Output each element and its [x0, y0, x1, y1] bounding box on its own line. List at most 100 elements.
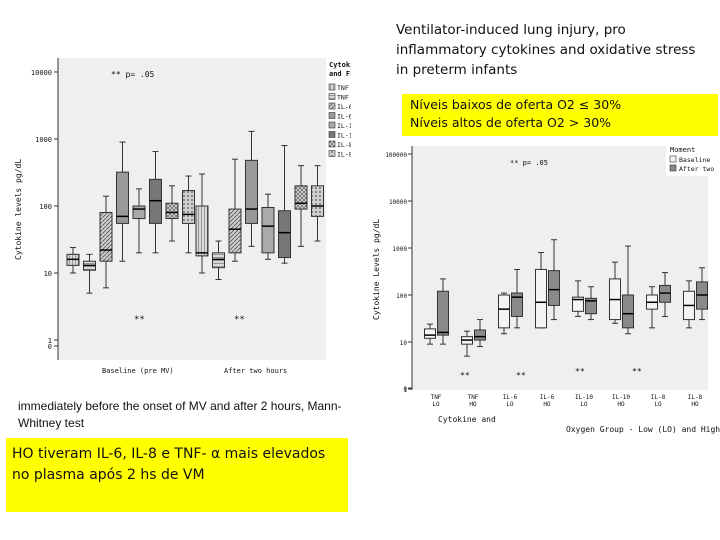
left-legend-swatch	[328, 121, 336, 129]
right-box	[548, 239, 560, 321]
right-box-body	[474, 329, 486, 341]
left-group-label-baseline: Baseline (pre MV)	[102, 367, 174, 375]
right-box	[511, 268, 523, 329]
right-category-label: IL-10	[612, 394, 630, 401]
right-boxplot-chart: 01 10 100 1000 10000 100000 ** p= .05 ** ** *…	[370, 140, 720, 440]
right-plot-area	[412, 146, 708, 390]
left-box-body	[261, 206, 275, 254]
right-y-tick-label: 100	[396, 293, 407, 300]
right-box-body	[498, 294, 510, 329]
finding-text: HO tiveram IL-6, IL-8 e TNF- α mais elev…	[12, 446, 326, 483]
left-y-tick-label: 1	[48, 337, 52, 345]
left-box-body	[132, 205, 146, 220]
right-significance-2: **	[516, 371, 526, 380]
left-box-body	[165, 202, 179, 220]
left-box	[99, 195, 113, 289]
right-category-label: HO	[617, 401, 625, 408]
right-category-label: HO	[469, 401, 477, 408]
left-box	[116, 141, 129, 262]
right-significance-3: **	[575, 367, 585, 376]
left-box	[132, 188, 146, 254]
right-box	[585, 286, 597, 321]
left-box	[212, 240, 225, 280]
high-oxygen-level-text: Níveis altos de oferta O2 > 30%	[410, 115, 612, 130]
left-box-body	[294, 185, 308, 210]
right-y-axis-label: Cytokine Levels pg/dL	[372, 219, 381, 320]
left-legend-swatch	[328, 83, 336, 91]
right-y-axis: 01 10 100 1000 10000 100000	[385, 146, 413, 394]
left-box	[261, 193, 275, 260]
right-category-label: TNF	[431, 394, 442, 401]
left-legend-swatch	[328, 112, 336, 119]
left-y-tick-label: 0	[48, 343, 52, 351]
left-legend-swatch	[328, 102, 336, 110]
right-box	[609, 261, 621, 324]
right-y-tick-label: 10000	[389, 199, 407, 206]
left-boxplot-chart: 01 10 100 1000 10000 ** p= .05 ** ** Cytokin…	[6, 50, 351, 380]
left-box	[278, 144, 291, 264]
left-box	[182, 175, 195, 254]
left-significance-2: **	[234, 315, 245, 325]
right-significance-1: **	[460, 371, 470, 380]
right-x-axis-label: Cytokine and Oxygen Group - Low (LO) and…	[438, 415, 720, 434]
left-legend-label: IL-10 HO	[337, 132, 351, 140]
right-category-label: LO	[580, 401, 588, 408]
right-y-tick-label: 10	[400, 340, 408, 347]
left-legend-label: IL-10 LO	[337, 122, 351, 130]
right-boxes	[424, 239, 708, 357]
right-box	[572, 280, 584, 317]
right-legend-label: After two	[679, 165, 714, 173]
left-box-body	[245, 159, 258, 224]
right-category-label: HO	[691, 401, 699, 408]
low-oxygen-level-text: Níveis baixos de oferta O2 ≤ 30%	[410, 97, 622, 112]
left-y-tick-label: 100	[39, 203, 52, 211]
right-box-body	[437, 290, 449, 336]
left-box	[294, 165, 308, 247]
left-legend-swatch	[328, 150, 336, 157]
right-category-label: IL-10	[575, 394, 593, 401]
right-box-body	[424, 328, 436, 339]
right-y-tick-label: 0	[403, 386, 407, 393]
right-box	[424, 323, 436, 345]
left-legend-label: IL-6 LO	[337, 103, 351, 111]
left-box	[228, 158, 242, 262]
left-significance-1: **	[134, 315, 145, 325]
right-category-label: LO	[506, 401, 514, 408]
right-category-label: IL-8	[651, 394, 666, 401]
left-box	[311, 165, 324, 242]
left-box-body	[116, 171, 129, 224]
right-box-body	[548, 270, 560, 306]
left-p-annotation: ** p= .05	[111, 70, 155, 79]
left-box-body	[195, 205, 209, 257]
left-box-body	[212, 252, 225, 269]
left-y-tick-label: 1000	[35, 136, 52, 144]
right-box	[683, 280, 695, 329]
left-legend-swatch	[328, 140, 336, 148]
right-category-label: LO	[432, 401, 440, 408]
right-category-label: IL-6	[540, 394, 555, 401]
right-significance-4: **	[632, 367, 642, 376]
left-legend-label: IL-8 LO	[337, 141, 351, 149]
right-box-body	[585, 297, 597, 315]
slide-title: Ventilator-induced lung injury, pro infl…	[396, 22, 696, 78]
left-boxes	[66, 130, 324, 294]
right-y-tick-label: 1	[403, 387, 407, 394]
left-legend-label: TNF LO	[337, 84, 351, 92]
right-y-tick-label: 100000	[385, 152, 407, 159]
left-y-axis-label: Cytokine levels pg/dL	[14, 159, 23, 260]
left-box	[245, 130, 258, 247]
oxygen-levels-box: Níveis baixos de oferta O2 ≤ 30% Níveis …	[402, 94, 718, 136]
right-box-body	[659, 284, 671, 303]
right-category-label: HO	[543, 401, 551, 408]
right-box-body	[535, 268, 547, 329]
right-category-label: LO	[654, 401, 662, 408]
right-box	[622, 245, 634, 335]
right-box-body	[511, 292, 523, 317]
right-legend-swatch	[669, 155, 677, 163]
right-legend-title: Moment	[670, 146, 695, 154]
right-y-tick-label: 1000	[393, 246, 408, 253]
left-box-body	[182, 190, 195, 224]
left-box	[195, 173, 209, 274]
right-box	[696, 267, 708, 321]
